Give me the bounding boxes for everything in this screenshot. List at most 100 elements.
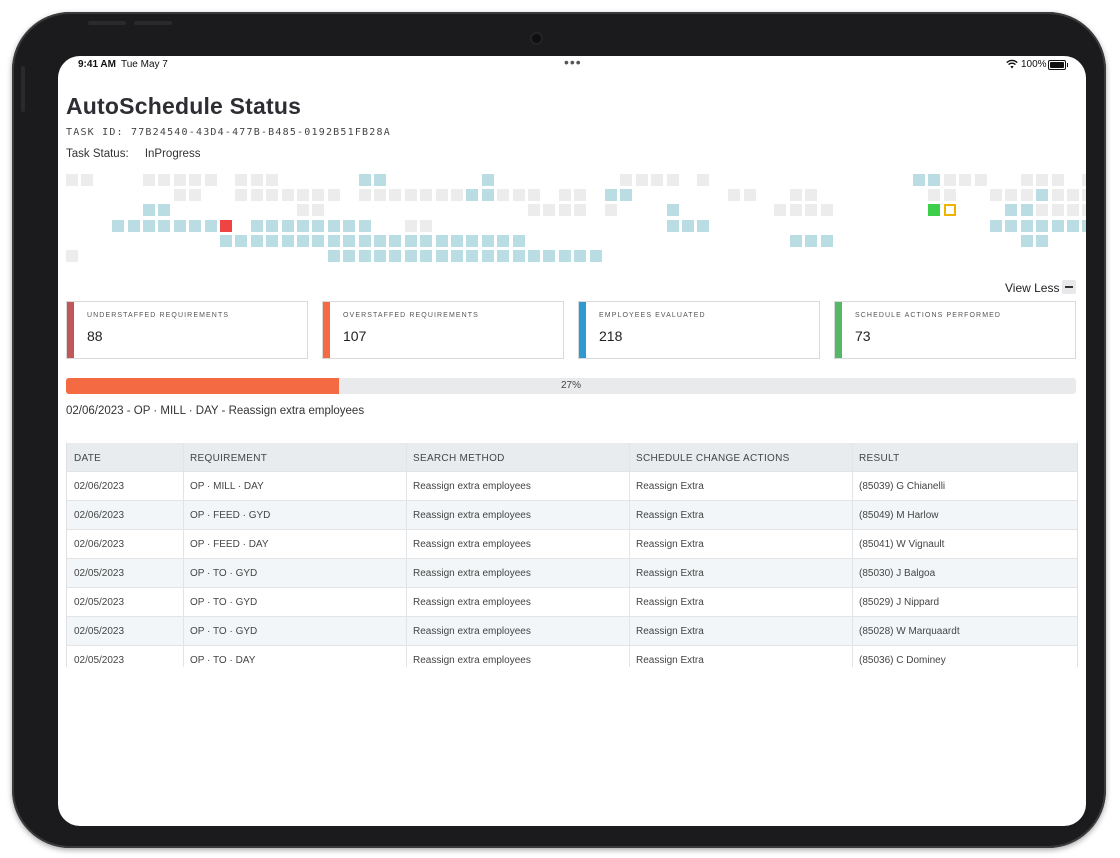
table-row[interactable]: 02/06/2023 OP · FEED · GYD Reassign extra …	[67, 500, 1077, 529]
status-cell[interactable]	[497, 250, 510, 262]
status-cell[interactable]	[466, 250, 479, 262]
status-cell[interactable]	[789, 204, 802, 217]
status-cell[interactable]	[189, 219, 202, 232]
multitask-dots-icon[interactable]: •••	[564, 56, 582, 70]
table-row[interactable]: 02/06/2023 OP · MILL · DAY Reassign extra …	[67, 471, 1077, 500]
status-cell[interactable]	[312, 189, 325, 202]
status-cell[interactable]	[374, 250, 386, 262]
status-cell[interactable]	[820, 204, 833, 217]
status-cell[interactable]	[1082, 204, 1086, 217]
status-cell[interactable]	[697, 219, 710, 232]
status-cell[interactable]	[220, 234, 232, 247]
status-cell[interactable]	[420, 189, 433, 202]
table-row[interactable]: 02/05/2023 OP · TO · GYD Reassign extra em…	[67, 558, 1077, 587]
status-cell[interactable]	[1067, 219, 1079, 232]
status-cell[interactable]	[435, 234, 448, 247]
status-cell[interactable]	[389, 234, 402, 247]
status-cell[interactable]	[1036, 234, 1049, 247]
status-cell[interactable]	[1051, 174, 1064, 186]
status-cell[interactable]	[528, 189, 540, 202]
status-cell[interactable]	[805, 234, 818, 247]
status-cell[interactable]	[266, 174, 279, 186]
status-cell[interactable]	[635, 174, 648, 186]
status-cell[interactable]	[682, 219, 694, 232]
view-less-label[interactable]: View Less	[1005, 281, 1060, 295]
status-cell[interactable]	[1020, 174, 1033, 186]
table-row[interactable]: 02/06/2023 OP · FEED · DAY Reassign extra …	[67, 529, 1077, 558]
status-cell[interactable]	[158, 174, 171, 186]
status-cell[interactable]	[343, 234, 356, 247]
status-cell[interactable]	[558, 204, 571, 217]
status-cell[interactable]	[1005, 204, 1018, 217]
column-header-schedule-change-actions[interactable]: SCHEDULE CHANGE ACTIONS	[636, 453, 790, 464]
status-cell[interactable]	[297, 204, 309, 217]
status-cell[interactable]	[620, 189, 633, 202]
status-cell[interactable]	[805, 204, 818, 217]
status-cell[interactable]	[143, 174, 155, 186]
status-cell[interactable]	[327, 234, 340, 247]
status-cell[interactable]	[358, 234, 371, 247]
status-cell[interactable]	[266, 219, 279, 232]
status-cell[interactable]	[389, 189, 402, 202]
status-cell[interactable]	[574, 250, 587, 262]
status-cell[interactable]	[1005, 189, 1018, 202]
status-cell[interactable]	[235, 174, 248, 186]
status-cell[interactable]	[728, 189, 741, 202]
status-cell[interactable]	[1005, 219, 1018, 232]
status-cell[interactable]	[374, 174, 386, 186]
status-cell[interactable]	[528, 250, 540, 262]
status-cell[interactable]	[789, 234, 802, 247]
status-cell[interactable]	[435, 250, 448, 262]
status-cell[interactable]	[666, 219, 679, 232]
status-cell[interactable]	[420, 234, 433, 247]
status-cell[interactable]	[250, 219, 263, 232]
status-cell[interactable]	[1036, 189, 1049, 202]
status-cell[interactable]	[1020, 219, 1033, 232]
status-cell[interactable]	[1020, 189, 1033, 202]
status-cell[interactable]	[220, 219, 232, 232]
status-cell[interactable]	[112, 219, 125, 232]
status-cell[interactable]	[528, 204, 540, 217]
status-cell[interactable]	[404, 219, 417, 232]
status-cell[interactable]	[466, 234, 479, 247]
status-cell[interactable]	[466, 189, 479, 202]
status-cell[interactable]	[235, 234, 248, 247]
status-cell[interactable]	[327, 219, 340, 232]
status-cell[interactable]	[1082, 174, 1086, 186]
status-cell[interactable]	[481, 174, 494, 186]
status-cell[interactable]	[574, 189, 587, 202]
status-cell[interactable]	[158, 219, 171, 232]
status-cell[interactable]	[281, 219, 294, 232]
column-header-date[interactable]: DATE	[74, 453, 102, 464]
status-cell[interactable]	[204, 219, 217, 232]
status-cell[interactable]	[1082, 219, 1086, 232]
status-cell[interactable]	[605, 204, 617, 217]
status-cell[interactable]	[928, 189, 941, 202]
status-cell[interactable]	[943, 174, 956, 186]
status-cell[interactable]	[404, 234, 417, 247]
status-cell[interactable]	[404, 189, 417, 202]
status-cell[interactable]	[1020, 234, 1033, 247]
status-cell[interactable]	[805, 189, 818, 202]
status-cell[interactable]	[173, 174, 186, 186]
status-cell[interactable]	[358, 250, 371, 262]
status-cell[interactable]	[497, 234, 510, 247]
status-cell[interactable]	[481, 250, 494, 262]
status-cell[interactable]	[420, 250, 433, 262]
table-row[interactable]: 02/05/2023 OP · TO · GYD Reassign extra em…	[67, 616, 1077, 645]
status-cell[interactable]	[451, 250, 463, 262]
status-cell[interactable]	[743, 189, 756, 202]
status-cell[interactable]	[235, 189, 248, 202]
status-cell[interactable]	[574, 204, 587, 217]
status-cell[interactable]	[81, 174, 94, 186]
status-cell[interactable]	[281, 234, 294, 247]
status-cell[interactable]	[143, 204, 155, 217]
status-cell[interactable]	[620, 174, 633, 186]
status-cell[interactable]	[1067, 204, 1079, 217]
status-cell[interactable]	[697, 174, 710, 186]
status-cell[interactable]	[512, 189, 525, 202]
status-cell[interactable]	[666, 174, 679, 186]
status-cell[interactable]	[404, 250, 417, 262]
status-cell[interactable]	[928, 204, 941, 217]
status-cell[interactable]	[481, 189, 494, 202]
